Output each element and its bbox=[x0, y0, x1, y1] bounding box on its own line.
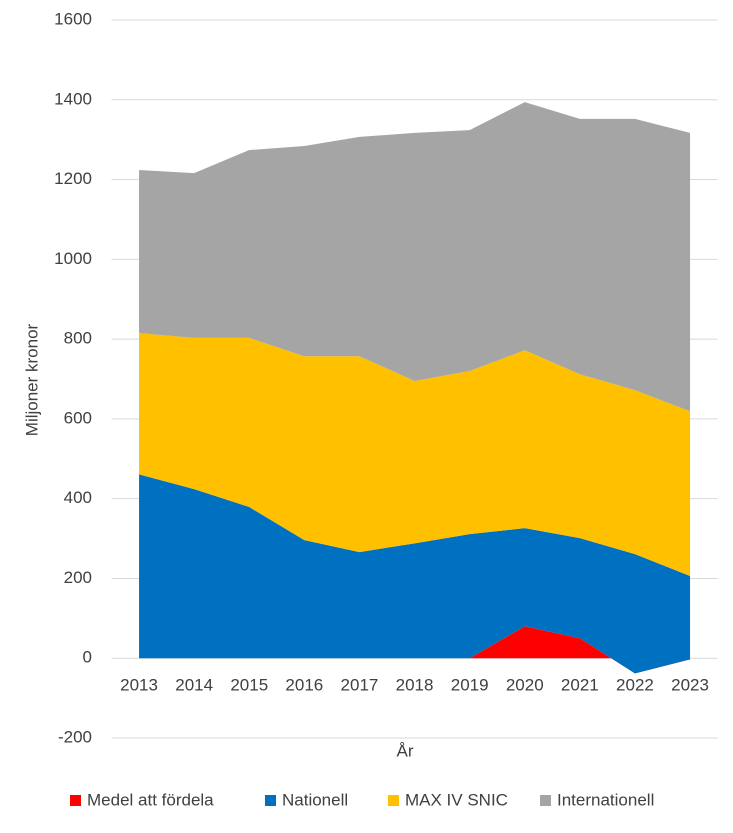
legend-swatch bbox=[265, 795, 276, 806]
y-tick-label: 1600 bbox=[54, 9, 92, 28]
x-tick-label: 2021 bbox=[561, 675, 599, 694]
y-tick-label: 800 bbox=[64, 329, 92, 348]
area bbox=[139, 474, 691, 674]
legend-swatch bbox=[540, 795, 551, 806]
legend-label: MAX IV SNIC bbox=[405, 790, 508, 809]
x-tick-label: 2020 bbox=[506, 675, 544, 694]
x-tick-label: 2023 bbox=[671, 675, 709, 694]
y-tick-label: 1400 bbox=[54, 89, 92, 108]
x-tick-label: 2013 bbox=[120, 675, 158, 694]
legend-label: Internationell bbox=[557, 790, 654, 809]
legend-label: Nationell bbox=[282, 790, 348, 809]
area bbox=[139, 102, 691, 412]
legend-label: Medel att fördela bbox=[87, 790, 214, 809]
legend-swatch bbox=[70, 795, 81, 806]
y-tick-label: 200 bbox=[64, 568, 92, 587]
x-tick-label: 2014 bbox=[175, 675, 213, 694]
y-axis-title: Miljoner kronor bbox=[22, 323, 41, 436]
y-tick-label: 0 bbox=[83, 648, 92, 667]
y-tick-label: 1000 bbox=[54, 249, 92, 268]
x-tick-label: 2022 bbox=[616, 675, 654, 694]
y-tick-label: 1200 bbox=[54, 169, 92, 188]
area bbox=[139, 626, 691, 674]
x-tick-label: 2019 bbox=[451, 675, 489, 694]
x-tick-label: 2017 bbox=[341, 675, 379, 694]
y-tick-label: -200 bbox=[58, 727, 92, 746]
x-axis-title: År bbox=[397, 741, 414, 760]
legend-swatch bbox=[388, 795, 399, 806]
x-tick-label: 2015 bbox=[230, 675, 268, 694]
area bbox=[139, 333, 691, 577]
y-tick-label: 600 bbox=[64, 408, 92, 427]
y-tick-label: 400 bbox=[64, 488, 92, 507]
x-tick-label: 2018 bbox=[396, 675, 434, 694]
x-tick-label: 2016 bbox=[285, 675, 323, 694]
